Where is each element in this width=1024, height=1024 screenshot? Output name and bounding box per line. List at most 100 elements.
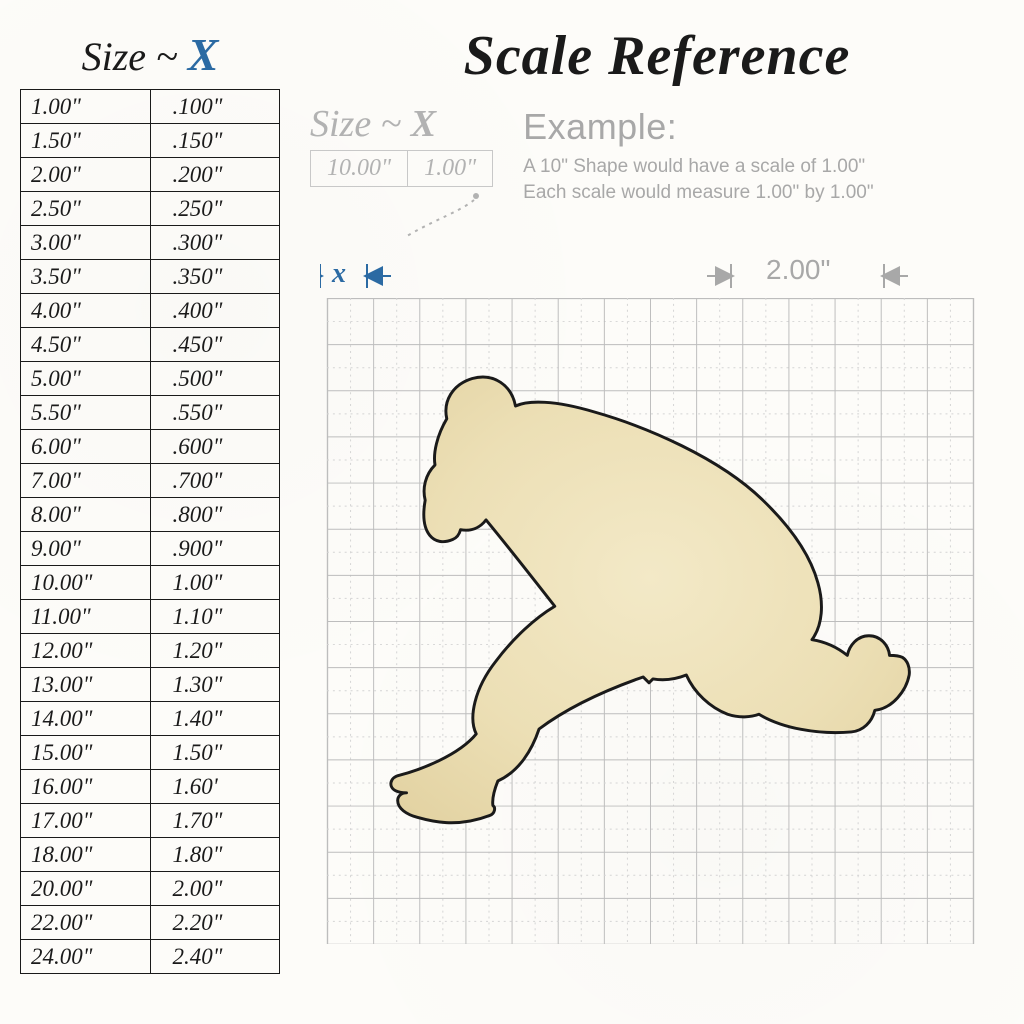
table-cell: 4.00" [21, 294, 151, 328]
table-row: 2.50".250" [21, 192, 280, 226]
mini-size-block: Size ~ X 10.00" 1.00" [310, 102, 493, 187]
page: Size ~ X 1.00".100"1.50".150"2.00".200"2… [0, 0, 1024, 1024]
table-row: 11.00"1.10" [21, 600, 280, 634]
table-row: 20.00"2.00" [21, 872, 280, 906]
table-row: 13.00"1.30" [21, 668, 280, 702]
table-cell: .300" [150, 226, 280, 260]
table-cell: .550" [150, 396, 280, 430]
table-row: 18.00"1.80" [21, 838, 280, 872]
table-row: 9.00".900" [21, 532, 280, 566]
table-cell: 22.00" [21, 906, 151, 940]
table-cell: 1.80" [150, 838, 280, 872]
example-title: Example: [523, 106, 873, 148]
table-cell: .700" [150, 464, 280, 498]
table-row: 5.00".500" [21, 362, 280, 396]
mini-size-prefix: Size ~ [310, 103, 411, 145]
table-cell: 5.50" [21, 396, 151, 430]
table-cell: 18.00" [21, 838, 151, 872]
table-cell: 8.00" [21, 498, 151, 532]
size-table: 1.00".100"1.50".150"2.00".200"2.50".250"… [20, 89, 280, 974]
table-cell: 17.00" [21, 804, 151, 838]
table-cell: 4.50" [21, 328, 151, 362]
page-title: Scale Reference [310, 24, 1004, 88]
table-row: 7.00".700" [21, 464, 280, 498]
size-x: X [188, 29, 219, 80]
table-cell: 2.00" [21, 158, 151, 192]
table-cell: 12.00" [21, 634, 151, 668]
table-cell: 1.40" [150, 702, 280, 736]
main-area: Scale Reference Size ~ X 10.00" 1.00" Ex… [280, 28, 1004, 1004]
table-cell: 3.50" [21, 260, 151, 294]
size-table-body: 1.00".100"1.50".150"2.00".200"2.50".250"… [21, 90, 280, 974]
table-cell: 1.20" [150, 634, 280, 668]
table-cell: 1.50" [21, 124, 151, 158]
size-prefix: Size ~ [82, 34, 188, 79]
scale-grid-svg [320, 298, 980, 944]
table-row: 1.50".150" [21, 124, 280, 158]
table-cell: .100" [150, 90, 280, 124]
table-cell: 1.70" [150, 804, 280, 838]
table-row: 6.00".600" [21, 430, 280, 464]
table-cell: 1.50" [150, 736, 280, 770]
table-row: 16.00"1.60' [21, 770, 280, 804]
table-row: 24.00"2.40" [21, 940, 280, 974]
table-row: 12.00"1.20" [21, 634, 280, 668]
example-block: Example: A 10" Shape would have a scale … [523, 102, 873, 205]
table-cell: 10.00" [21, 566, 151, 600]
mini-size-header: Size ~ X [310, 102, 493, 146]
reference-row: Size ~ X 10.00" 1.00" Example: A 10" Sha… [310, 102, 1004, 205]
table-row: 4.50".450" [21, 328, 280, 362]
x-marker-label: x [332, 258, 346, 290]
example-line-1: A 10" Shape would have a scale of 1.00" [523, 154, 873, 180]
table-cell: 13.00" [21, 668, 151, 702]
table-cell: 11.00" [21, 600, 151, 634]
table-cell: 1.10" [150, 600, 280, 634]
dimension-row [320, 250, 980, 298]
table-cell: 15.00" [21, 736, 151, 770]
two-inch-label: 2.00" [766, 254, 830, 286]
table-cell: 16.00" [21, 770, 151, 804]
table-row: 15.00"1.50" [21, 736, 280, 770]
table-row: 4.00".400" [21, 294, 280, 328]
table-row: 22.00"2.20" [21, 906, 280, 940]
table-cell: .250" [150, 192, 280, 226]
table-cell: .900" [150, 532, 280, 566]
table-cell: .450" [150, 328, 280, 362]
mini-size-table: 10.00" 1.00" [310, 150, 493, 187]
table-cell: 1.00" [21, 90, 151, 124]
size-table-header: Size ~ X [20, 28, 280, 81]
table-cell: 2.40" [150, 940, 280, 974]
table-row: 5.50".550" [21, 396, 280, 430]
table-cell: .200" [150, 158, 280, 192]
table-cell: .800" [150, 498, 280, 532]
mini-cell-0: 10.00" [311, 151, 408, 187]
table-row: 8.00".800" [21, 498, 280, 532]
table-cell: 14.00" [21, 702, 151, 736]
table-row: 14.00"1.40" [21, 702, 280, 736]
table-row: 3.50".350" [21, 260, 280, 294]
table-row: 2.00".200" [21, 158, 280, 192]
table-cell: 2.00" [150, 872, 280, 906]
table-row: 10.00"1.00" [21, 566, 280, 600]
table-cell: .600" [150, 430, 280, 464]
table-cell: 2.50" [21, 192, 151, 226]
scale-grid [320, 298, 980, 944]
table-cell: .400" [150, 294, 280, 328]
table-cell: .500" [150, 362, 280, 396]
table-cell: 24.00" [21, 940, 151, 974]
table-cell: 20.00" [21, 872, 151, 906]
table-cell: .150" [150, 124, 280, 158]
example-line-2: Each scale would measure 1.00" by 1.00" [523, 180, 873, 206]
table-cell: .350" [150, 260, 280, 294]
table-row: 3.00".300" [21, 226, 280, 260]
mini-size-x: X [411, 103, 436, 145]
table-cell: 1.60' [150, 770, 280, 804]
mini-cell-1: 1.00" [408, 151, 493, 187]
table-cell: 1.00" [150, 566, 280, 600]
table-cell: 2.20" [150, 906, 280, 940]
table-cell: 1.30" [150, 668, 280, 702]
table-row: 17.00"1.70" [21, 804, 280, 838]
table-cell: 7.00" [21, 464, 151, 498]
size-table-sidebar: Size ~ X 1.00".100"1.50".150"2.00".200"2… [20, 28, 280, 1004]
table-cell: 9.00" [21, 532, 151, 566]
